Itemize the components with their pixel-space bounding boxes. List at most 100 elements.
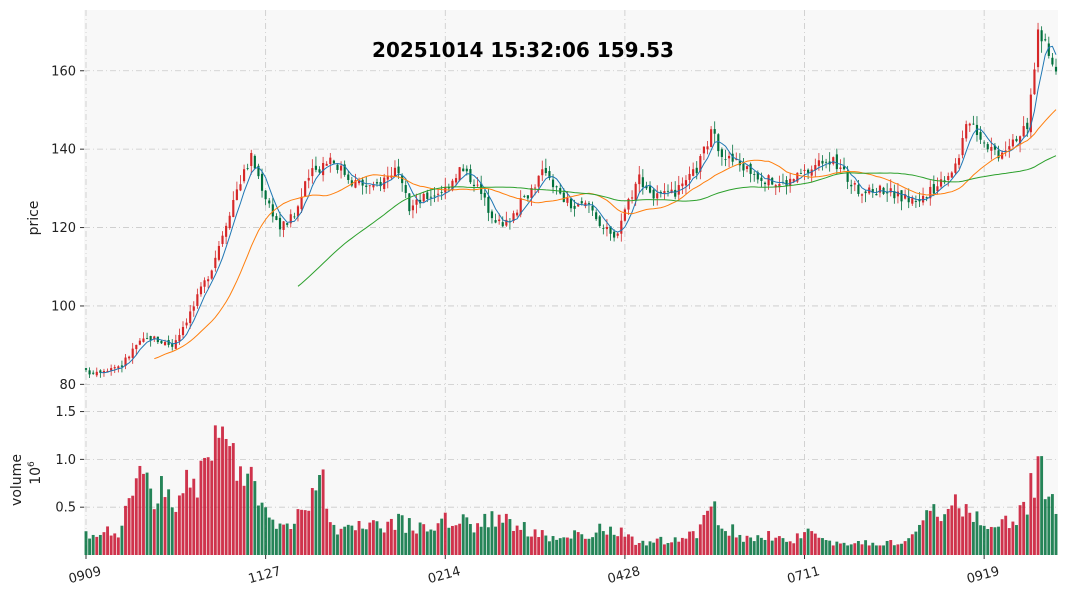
candle-body — [939, 179, 943, 187]
candle-body — [1051, 57, 1054, 65]
volume-bar — [170, 507, 174, 555]
volume-bar — [504, 513, 508, 555]
volume-bar — [652, 542, 656, 555]
volume-bar — [706, 510, 709, 555]
volume-bar — [109, 535, 113, 555]
candle-body — [379, 181, 382, 187]
candle-body — [871, 189, 874, 193]
candle-body — [458, 167, 461, 181]
volume-bar — [569, 538, 573, 555]
volume-bar — [601, 531, 605, 555]
volume-bar — [673, 537, 677, 555]
candle-body — [573, 205, 576, 209]
volume-bar — [213, 425, 217, 555]
candle-body — [846, 171, 849, 182]
candle-body — [656, 193, 659, 199]
candle-body — [235, 189, 238, 200]
xtick-label: 1127 — [247, 564, 283, 587]
candle-body — [1015, 138, 1018, 142]
candle-body — [742, 163, 745, 171]
volume-bar — [422, 524, 426, 555]
candle-body — [207, 279, 210, 282]
volume-bar — [102, 532, 106, 555]
volume-bar — [192, 478, 196, 555]
volume-bar — [447, 527, 451, 555]
candle-body — [318, 169, 321, 173]
price-ytick-label: 120 — [51, 221, 76, 236]
volume-bar — [274, 528, 278, 555]
candle-body — [641, 177, 644, 187]
candle-body — [113, 367, 116, 369]
candle-body — [533, 187, 537, 189]
candle-body — [645, 185, 648, 189]
volume-bar — [713, 501, 717, 555]
moving-average-lines — [100, 45, 1057, 374]
candle-body — [289, 214, 292, 224]
volume-bar — [152, 509, 156, 555]
candle-body — [609, 226, 612, 234]
candle-body — [965, 124, 968, 139]
candle-body — [580, 201, 583, 204]
candle-body — [1047, 43, 1050, 56]
volume-bar — [404, 532, 408, 555]
candle-body — [1044, 39, 1047, 41]
volume-bar — [839, 543, 842, 555]
candle-body — [893, 191, 896, 199]
candle-body — [505, 219, 508, 226]
candle-body — [336, 164, 339, 170]
volume-bar — [738, 534, 742, 555]
candle-body — [526, 195, 529, 199]
price-ytick-label: 80 — [59, 378, 76, 393]
volume-bar — [537, 537, 541, 555]
volume-bar — [788, 541, 792, 555]
volume-bar — [627, 534, 630, 555]
candle-body — [314, 165, 318, 170]
volume-bar — [318, 475, 321, 555]
candle-body — [225, 225, 228, 237]
candle-body — [300, 196, 303, 210]
volume-bar — [451, 525, 454, 555]
volume-bar — [551, 536, 555, 555]
volume-bar — [177, 495, 181, 555]
volume-bar — [813, 533, 817, 555]
candle-body — [329, 157, 332, 164]
candle-body — [792, 178, 795, 182]
volume-bar — [490, 511, 494, 555]
xtick-label: 0909 — [67, 564, 103, 587]
candle-body — [907, 196, 910, 203]
candle-body — [727, 155, 731, 159]
volume-bar — [235, 480, 239, 555]
volume-bar — [698, 524, 702, 555]
candle-body — [131, 348, 134, 358]
volume-ytick-label: 1.5 — [55, 405, 76, 420]
volume-bar — [483, 513, 487, 555]
candle-body — [487, 197, 490, 213]
candle-body — [760, 177, 763, 181]
volume-bar — [257, 505, 260, 555]
volume-bar — [407, 518, 411, 555]
candle-body — [214, 257, 217, 269]
xtick-label: 0711 — [786, 564, 822, 587]
candle-body — [250, 152, 253, 166]
volume-bar — [332, 524, 336, 555]
volume-bar — [84, 531, 88, 555]
volume-bar — [734, 537, 738, 555]
volume-bar — [1054, 513, 1058, 555]
volume-bar — [310, 488, 314, 555]
volume-bar — [957, 508, 961, 555]
candle-body — [343, 164, 346, 175]
candle-body — [401, 175, 404, 184]
candle-body — [749, 163, 752, 174]
volume-bar — [774, 537, 778, 555]
candle-body — [745, 166, 749, 170]
candle-body — [674, 189, 677, 197]
candle-body — [142, 338, 145, 342]
volume-bar — [874, 545, 878, 555]
volume-bar — [691, 531, 695, 555]
volume-bar — [885, 540, 889, 555]
volume-bar — [892, 545, 896, 555]
candle-body — [785, 179, 788, 187]
volume-ytick-label: 0.5 — [55, 501, 76, 516]
volume-bar — [1025, 514, 1029, 555]
candle-body — [584, 202, 587, 207]
